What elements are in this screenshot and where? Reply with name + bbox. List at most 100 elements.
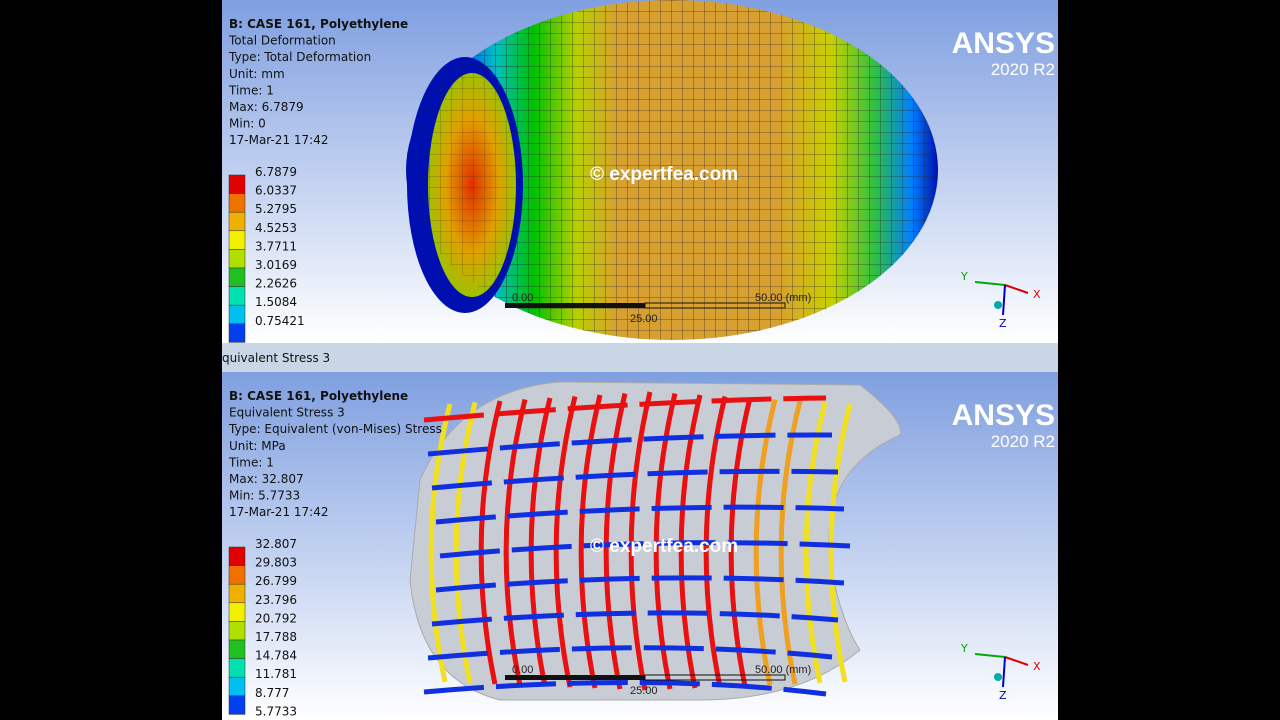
- legend-swatch: [228, 602, 246, 622]
- legend-label: 20.792: [255, 611, 297, 625]
- legend-swatch: [228, 621, 246, 641]
- info-max: Max: 6.7879: [229, 100, 304, 114]
- stress-element: [803, 401, 828, 684]
- stress-element: [478, 400, 503, 685]
- legend-swatch: [228, 304, 246, 325]
- watermark: © expertfea.com: [590, 536, 738, 557]
- info-result: Equivalent Stress 3: [229, 406, 345, 420]
- triad-y: Y: [960, 642, 968, 655]
- stress-element: [439, 540, 851, 559]
- info-min: Min: 5.7733: [229, 489, 300, 503]
- legend-label: 17.788: [255, 630, 297, 644]
- triad-axis: [1002, 656, 1006, 688]
- tab-bar: [222, 343, 1058, 372]
- legend-swatch: [228, 565, 246, 585]
- legend-label: 0.75421: [255, 314, 305, 328]
- triad-z: Z: [999, 689, 1007, 702]
- scale-bar: [505, 303, 645, 308]
- legend-swatch: [228, 249, 246, 269]
- stress-element: [653, 392, 678, 690]
- legend-label: 11.781: [255, 667, 297, 681]
- scale-start: 0.00: [512, 292, 533, 304]
- stress-element: [628, 391, 653, 691]
- legend-label: 6.0337: [255, 184, 297, 198]
- legend-label: 2.2626: [255, 277, 297, 291]
- triad-axis: [1004, 656, 1029, 666]
- legend-swatch: [228, 639, 246, 659]
- triad-axis: [974, 281, 1006, 286]
- ansys-version: 2020 R2: [991, 432, 1055, 451]
- legend-label: 3.7711: [255, 239, 297, 253]
- legend-swatch: [228, 230, 246, 250]
- legend-swatch: [228, 211, 246, 232]
- stress-element: [427, 432, 833, 457]
- scale-end: 50.00 (mm): [755, 664, 811, 676]
- legend-label: 26.799: [255, 574, 297, 588]
- stress-element: [453, 401, 478, 684]
- info-unit: Unit: MPa: [229, 439, 286, 453]
- info-type: Type: Total Deformation: [228, 50, 371, 64]
- info-date: 17-Mar-21 17:42: [229, 505, 328, 519]
- info-result: Total Deformation: [228, 34, 336, 48]
- watermark: © expertfea.com: [590, 164, 738, 185]
- scale-mid: 25.00: [630, 313, 658, 325]
- legend-swatch: [228, 546, 246, 566]
- legend-swatch: [228, 583, 246, 604]
- legend-label: 6.7879: [255, 165, 297, 179]
- stress-model: [409, 381, 901, 701]
- scale-bar: [505, 675, 645, 680]
- triad-origin: [994, 301, 1002, 309]
- ansys-logo: ANSYS: [952, 27, 1055, 60]
- legend-swatch: [228, 695, 246, 715]
- tab-label[interactable]: quivalent Stress 3: [222, 351, 330, 365]
- scale-start: 0.00: [512, 664, 533, 676]
- triad-origin: [994, 673, 1002, 681]
- legend-label: 14.784: [255, 649, 297, 663]
- legend-swatch: [228, 286, 246, 306]
- stress-element: [503, 398, 528, 686]
- triad-x: X: [1033, 288, 1041, 301]
- legend-label: 5.2795: [255, 202, 297, 216]
- triad-z: Z: [999, 317, 1007, 330]
- legend-label: 1.5084: [255, 295, 297, 309]
- triad-axis: [1004, 284, 1029, 294]
- legend-label: 23.796: [255, 593, 297, 607]
- info-case: B: CASE 161, Polyethylene: [229, 17, 408, 31]
- scale-mid: 25.00: [630, 685, 658, 697]
- stress-element: [435, 575, 845, 593]
- legend-label: 5.7733: [255, 704, 297, 718]
- legend-swatch: [228, 267, 246, 287]
- legend-swatch: [228, 193, 246, 213]
- stress-element: [828, 403, 853, 683]
- ansys-logo: ANSYS: [952, 399, 1055, 432]
- legend-swatch: [228, 676, 246, 697]
- info-min: Min: 0: [229, 117, 266, 131]
- ansys-version: 2020 R2: [991, 60, 1055, 79]
- scale-bar: [644, 674, 786, 681]
- legend-label: 3.0169: [255, 258, 297, 272]
- barrel-model: [406, 0, 938, 340]
- info-unit: Unit: mm: [229, 67, 285, 81]
- legend-label: 4.5253: [255, 221, 297, 235]
- info-time: Time: 1: [228, 455, 274, 469]
- legend-swatch: [228, 658, 246, 678]
- info-time: Time: 1: [228, 83, 274, 97]
- triad-y: Y: [960, 270, 968, 283]
- info-max: Max: 32.807: [229, 472, 304, 486]
- legend-swatch: [228, 174, 246, 194]
- scale-bar: [644, 302, 786, 309]
- triad-axis: [1002, 284, 1006, 316]
- stress-element: [427, 645, 833, 661]
- legend-label: 29.803: [255, 556, 297, 570]
- stress-element: [428, 403, 453, 683]
- legend-label: 32.807: [255, 537, 297, 551]
- stress-element: [431, 610, 839, 627]
- info-case: B: CASE 161, Polyethylene: [229, 389, 408, 403]
- triad-x: X: [1033, 660, 1041, 673]
- stress-element: [431, 468, 839, 491]
- legend-swatch: [228, 323, 246, 343]
- info-date: 17-Mar-21 17:42: [229, 133, 328, 147]
- stress-element: [553, 395, 578, 688]
